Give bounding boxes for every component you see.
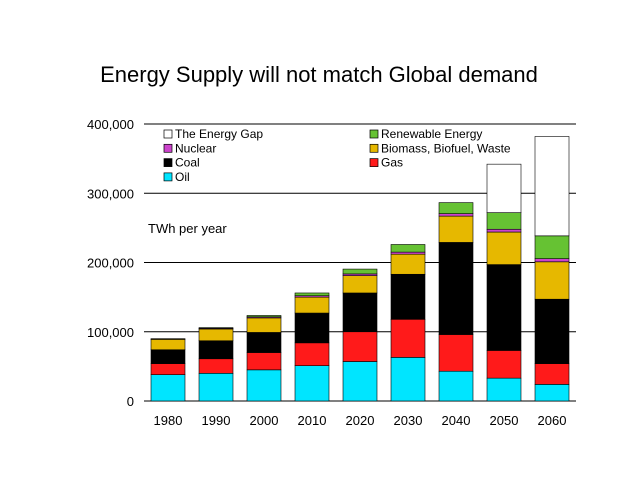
bar-renewable-energy-2040 (438, 202, 474, 214)
x-tick-label-1980: 1980 (154, 413, 183, 428)
bar-gas-2030 (390, 318, 426, 358)
chart-title: Energy Supply will not match Global dema… (100, 62, 538, 87)
bar-oil-2040 (438, 370, 474, 402)
bar-gas-2060 (534, 363, 570, 385)
bar-gas-2020 (342, 331, 378, 362)
legend: The Energy Gap Renewable Energy Nuclear Bio… (163, 127, 511, 184)
legend-label-coal: Coal (175, 156, 200, 170)
x-tick-label-2000: 2000 (250, 413, 279, 428)
bar-biomass-biofuel-waste-2040 (438, 215, 474, 243)
legend-swatch-coal (163, 158, 173, 167)
bar-renewable-energy-1990 (198, 327, 234, 329)
x-tick-label-2050: 2050 (490, 413, 519, 428)
bar-oil-2020 (342, 361, 378, 402)
bar-renewable-energy-2000 (246, 315, 282, 318)
axes: 0 100,000 200,000 300,000 400,000 1980 1990 200… (87, 117, 566, 428)
bar-nuclear-2050 (486, 228, 522, 233)
y-tick-label: 0 (127, 394, 134, 409)
bar-renewable-energy-2020 (342, 268, 378, 275)
legend-label-the-energy-gap: The Energy Gap (175, 127, 263, 141)
bar-renewable-energy-2010 (294, 292, 330, 297)
bar-oil-2010 (294, 365, 330, 402)
bar-gas-2040 (438, 334, 474, 372)
bar-oil-2050 (486, 377, 522, 402)
bar-gas-2050 (486, 350, 522, 379)
legend-swatch-gas (369, 158, 379, 167)
bar-oil-2000 (246, 369, 282, 402)
y-tick-label: 200,000 (87, 256, 134, 271)
x-tick-label-2060: 2060 (538, 413, 567, 428)
bar-coal-1990 (198, 340, 234, 360)
bar-biomass-biofuel-waste-1980 (150, 339, 186, 351)
bar-oil-1980 (150, 374, 186, 402)
x-tick-label-1990: 1990 (202, 413, 231, 428)
x-tick-label-2030: 2030 (394, 413, 423, 428)
bar-gas-1990 (198, 358, 234, 374)
legend-label-nuclear: Nuclear (175, 141, 216, 155)
y-axis-unit-label: TWh per year (148, 221, 227, 236)
legend-label-gas: Gas (381, 156, 403, 170)
bar-biomass-biofuel-waste-2000 (246, 317, 282, 333)
bar-nuclear-2040 (438, 213, 474, 217)
y-tick-label: 100,000 (87, 325, 134, 340)
legend-label-oil: Oil (175, 170, 190, 184)
legend-swatch-renewable-energy (369, 129, 379, 139)
bar-gas-1980 (150, 363, 186, 375)
bar-coal-2020 (342, 292, 378, 333)
bar-biomass-biofuel-waste-2010 (294, 296, 330, 314)
bar-gas-2010 (294, 342, 330, 366)
bar-nuclear-2030 (390, 251, 426, 255)
bar-coal-1980 (150, 349, 186, 364)
bar-segments (150, 136, 570, 402)
bar-oil-2060 (534, 384, 570, 402)
bar-biomass-biofuel-waste-2030 (390, 253, 426, 275)
bar-gas-2000 (246, 352, 282, 371)
bar-the-energy-gap-2060 (534, 136, 570, 237)
x-tick-label-2020: 2020 (346, 413, 375, 428)
legend-swatch-the-energy-gap (163, 129, 173, 139)
legend-swatch-biomass-biofuel-waste (369, 143, 379, 153)
bar-coal-2040 (438, 242, 474, 335)
legend-swatch-nuclear (163, 143, 173, 153)
legend-label-renewable-energy: Renewable Energy (381, 127, 482, 141)
bar-coal-2060 (534, 298, 570, 364)
y-tick-label: 400,000 (87, 117, 134, 132)
bar-renewable-energy-2050 (486, 212, 522, 230)
x-tick-label-2010: 2010 (298, 413, 327, 428)
bar-oil-2030 (390, 357, 426, 402)
bar-coal-2010 (294, 312, 330, 344)
legend-label-biomass-biofuel-waste: Biomass, Biofuel, Waste (381, 141, 511, 155)
bar-coal-2000 (246, 332, 282, 353)
bar-coal-2050 (486, 264, 522, 351)
bar-biomass-biofuel-waste-2050 (486, 231, 522, 265)
bar-biomass-biofuel-waste-2020 (342, 275, 378, 294)
bar-biomass-biofuel-waste-1990 (198, 328, 234, 342)
bar-renewable-energy-2060 (534, 235, 570, 259)
bar-biomass-biofuel-waste-2060 (534, 261, 570, 300)
bar-the-energy-gap-2050 (486, 163, 522, 213)
x-tick-label-2040: 2040 (442, 413, 471, 428)
bar-coal-2030 (390, 273, 426, 320)
bar-oil-1990 (198, 372, 234, 402)
y-tick-label: 300,000 (87, 186, 134, 201)
bar-nuclear-2060 (534, 258, 570, 263)
bar-renewable-energy-2030 (390, 244, 426, 253)
legend-swatch-oil (163, 172, 173, 182)
